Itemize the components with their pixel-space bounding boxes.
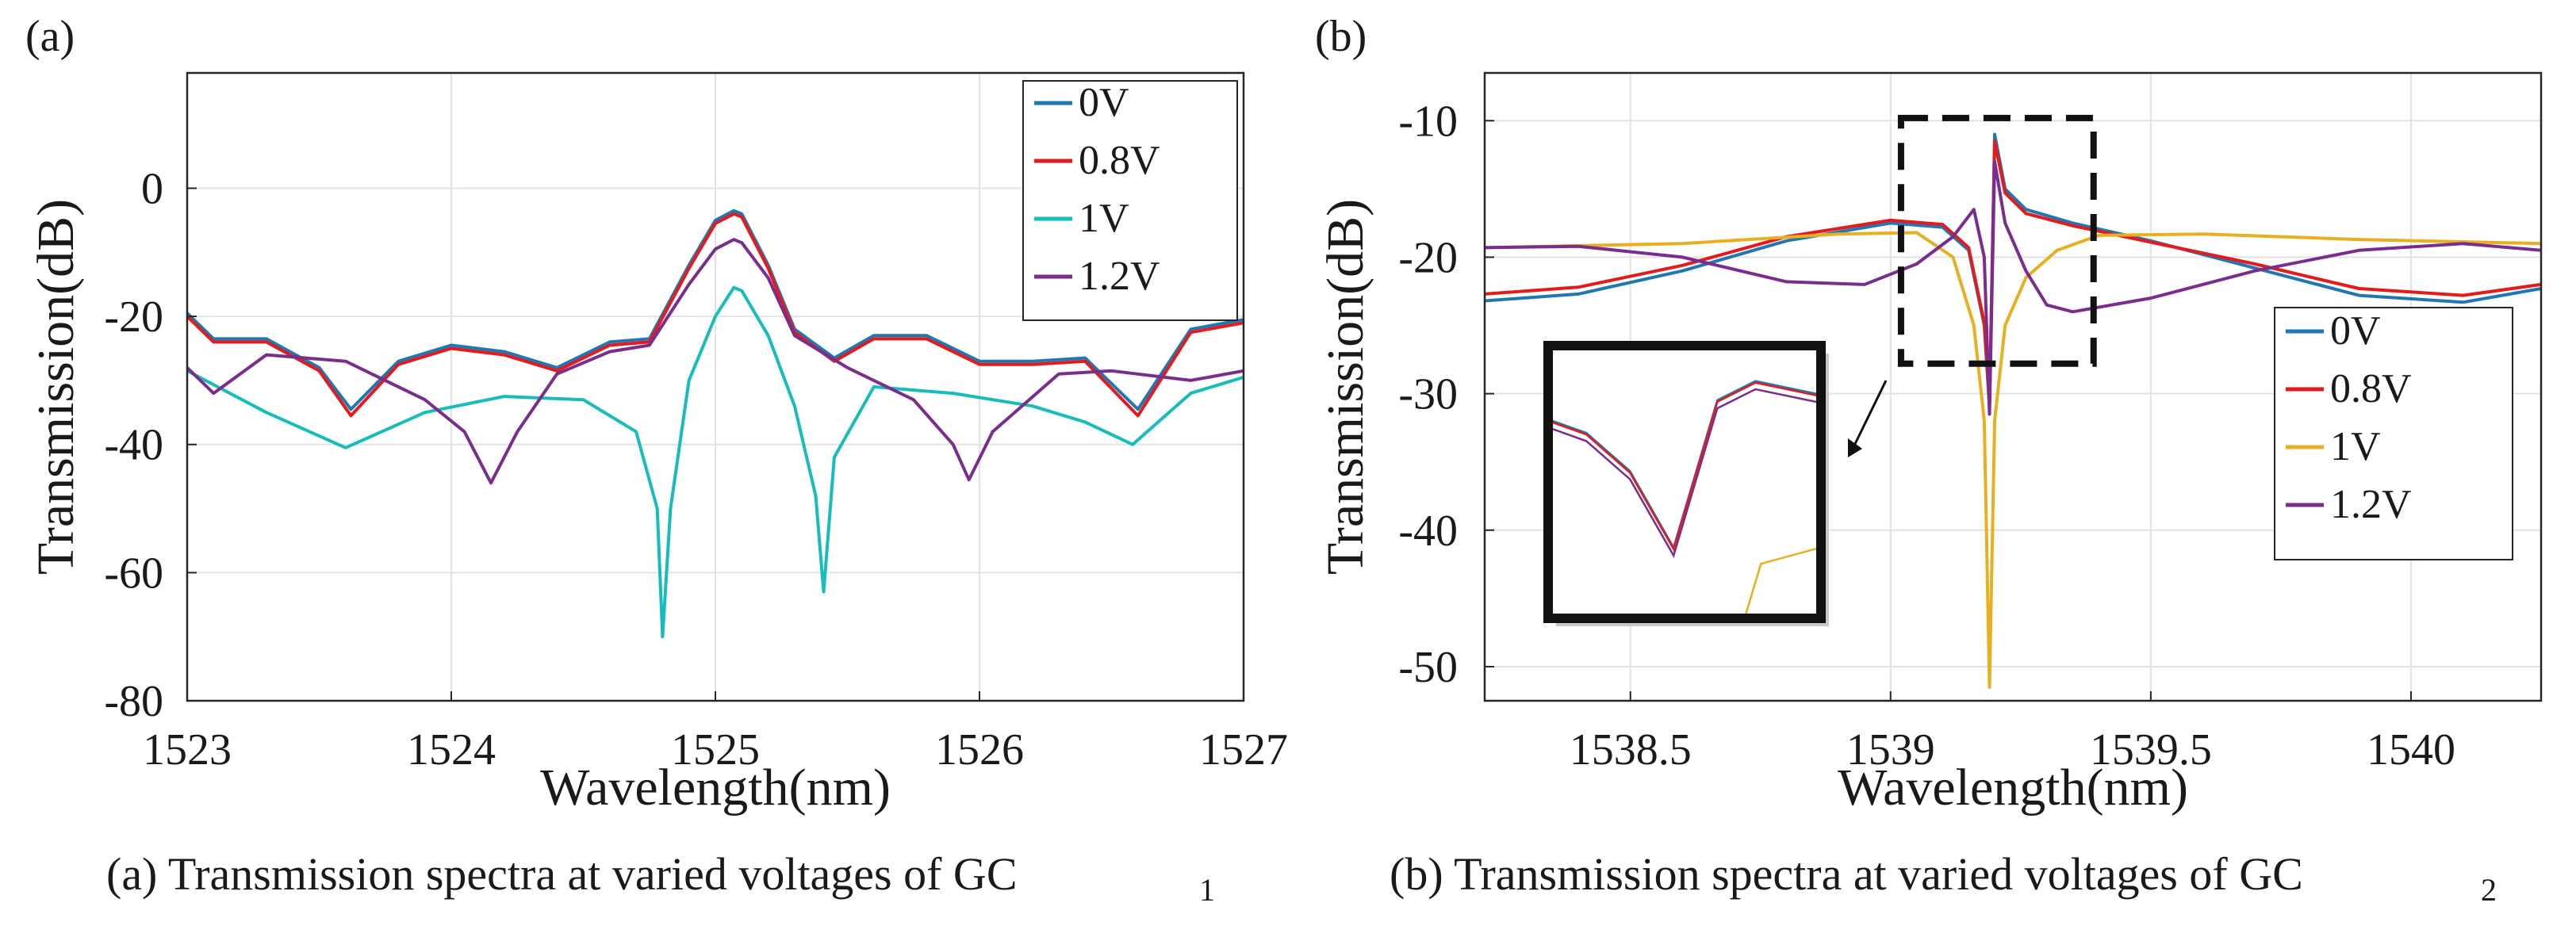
legend-entry: 0.8V bbox=[2330, 366, 2412, 411]
inset-line-1.2V bbox=[1553, 388, 1816, 559]
panel-b-chart: (b) 1538.5 1539 1539.5 1540 -50 -40 -30 -20 -10 Wa… bbox=[1315, 12, 2543, 908]
legend-entry: 1.2V bbox=[1079, 254, 1160, 299]
series-line-0.8V bbox=[187, 212, 1244, 418]
caption: (a) Transmission spectra at varied volta… bbox=[106, 848, 1018, 900]
series-line-1.2V bbox=[187, 238, 1244, 485]
x-tick-label: 1525 bbox=[671, 725, 760, 774]
y-tick-label: -20 bbox=[104, 293, 163, 342]
zoom-arrow bbox=[1853, 380, 1888, 446]
y-tick-label: -40 bbox=[104, 421, 163, 470]
caption: (b) Transmission spectra at varied volta… bbox=[1390, 848, 2303, 900]
series-line-1V bbox=[1485, 231, 2541, 689]
x-tick-label: 1524 bbox=[407, 725, 496, 774]
caption-subscript: 2 bbox=[2481, 872, 2497, 908]
y-tick-label: -20 bbox=[1398, 233, 1458, 282]
x-tick-label: 1539 bbox=[1846, 725, 1935, 774]
x-tick-label: 1527 bbox=[1199, 725, 1288, 774]
x-tick-label: 1526 bbox=[935, 725, 1024, 774]
x-axis-label: Wavelength(nm) bbox=[1838, 759, 2188, 817]
zoom-arrowhead bbox=[1848, 438, 1862, 457]
x-tick-label: 1539.5 bbox=[2090, 725, 2212, 774]
legend-entry: 0.8V bbox=[1079, 138, 1160, 183]
y-tick-label: -50 bbox=[1398, 643, 1458, 692]
x-tick-label: 1540 bbox=[2367, 725, 2455, 774]
panel-label: (a) bbox=[25, 12, 75, 61]
y-tick-label: -40 bbox=[1398, 507, 1458, 556]
legend-entry: 1.2V bbox=[2330, 482, 2412, 527]
legend-entry: 1V bbox=[2330, 424, 2381, 469]
y-tick-label: -60 bbox=[104, 549, 163, 598]
series-line-0V bbox=[187, 208, 1244, 411]
panel-a-chart: (a) 1523 1524 1525 1526 1527 -80 -60 -40 -20 0 Wave… bbox=[25, 12, 1288, 908]
series-group bbox=[187, 208, 1244, 639]
axes-frame bbox=[1483, 71, 2543, 702]
y-tick-label: -10 bbox=[1398, 97, 1458, 146]
legend-box bbox=[1022, 80, 1238, 321]
x-tick-label: 1538.5 bbox=[1570, 725, 1692, 774]
series-line-1.2V bbox=[1485, 159, 2541, 416]
x-tick-label: 1523 bbox=[143, 725, 232, 774]
y-tick-label: -80 bbox=[104, 677, 163, 726]
zoom-box bbox=[1897, 114, 2097, 367]
legend-entry: 0V bbox=[1079, 80, 1129, 125]
legend-entry: 1V bbox=[1079, 196, 1129, 241]
series-group bbox=[1485, 132, 2541, 689]
y-tick-label: 0 bbox=[141, 164, 163, 213]
series-line-1V bbox=[187, 285, 1244, 639]
y-axis-label: Transmission(dB) bbox=[27, 199, 85, 575]
y-tick-label: -30 bbox=[1398, 370, 1458, 419]
inset-series bbox=[1553, 380, 1816, 614]
inset-line-0.8V bbox=[1553, 381, 1816, 552]
legend-entry: 0V bbox=[2330, 308, 2381, 354]
y-axis-label: Transmission(dB) bbox=[1317, 199, 1374, 575]
legend-box bbox=[2274, 307, 2513, 560]
inset-frame bbox=[1543, 341, 1826, 623]
x-axis-label: Wavelength(nm) bbox=[540, 759, 891, 817]
inset-line-1V bbox=[1745, 547, 1816, 614]
caption-subscript: 1 bbox=[1199, 872, 1215, 908]
panel-label: (b) bbox=[1315, 12, 1367, 61]
